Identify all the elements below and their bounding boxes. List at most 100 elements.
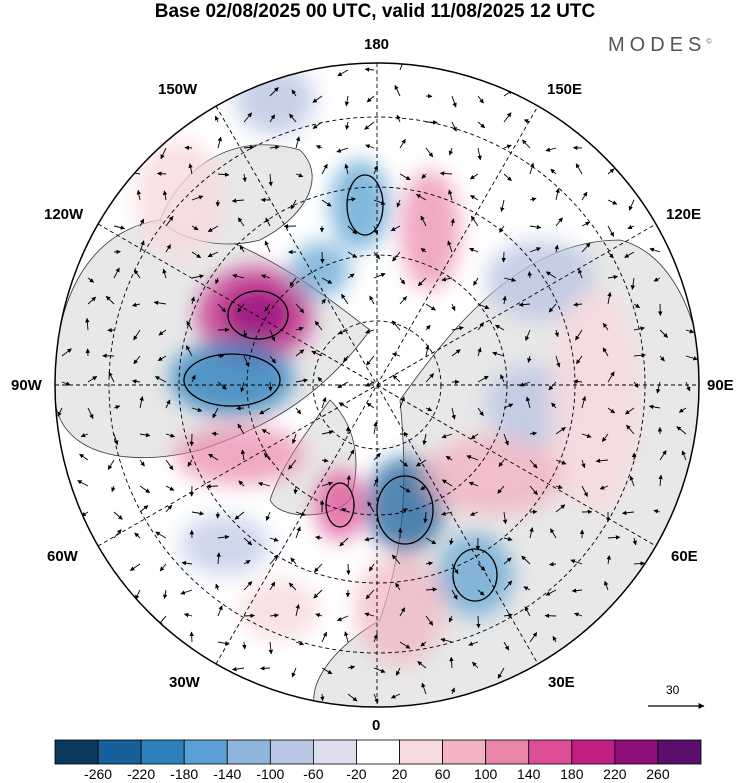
wind-arrow: [392, 374, 401, 383]
wind-arrow: [346, 475, 351, 487]
wind-arrow: [656, 381, 661, 394]
lon-label-60w: 60W: [47, 548, 78, 565]
wind-arrow: [529, 197, 537, 202]
contour-line: [376, 475, 434, 545]
wind-arrow: [678, 407, 687, 413]
wind-arrow: [347, 225, 358, 235]
wind-arrow: [607, 225, 615, 237]
wind-arrow: [159, 563, 167, 572]
anomaly-positive: [400, 170, 460, 290]
wind-arrow: [336, 147, 349, 153]
wind-arrow: [217, 353, 225, 359]
colorbar-swatch: [356, 739, 400, 765]
wind-arrow: [390, 693, 401, 699]
wind-arrow: [570, 559, 583, 565]
wind-arrow: [450, 218, 455, 227]
wind-arrow: [545, 147, 557, 152]
reference-vector-label: 30: [666, 683, 680, 697]
wind-arrow: [522, 139, 531, 149]
wind-arrow: [191, 225, 199, 231]
wind-arrow: [295, 326, 304, 332]
wind-arrow: [87, 296, 97, 305]
wind-arrow: [477, 303, 490, 310]
wind-arrow: [529, 431, 538, 436]
wind-arrow: [503, 536, 513, 542]
contour-lines: [183, 174, 498, 602]
wind-arrow: [396, 114, 401, 123]
wind-arrow: [628, 199, 635, 211]
wind-arrow: [472, 661, 479, 669]
wind-arrow: [366, 355, 375, 366]
colorbar-tick-label: -260: [84, 766, 113, 782]
colorbar-tick-label: -220: [127, 766, 156, 782]
wind-arrow: [624, 251, 635, 258]
contour-line: [183, 353, 281, 407]
wind-arrow: [162, 268, 167, 279]
wind-arrow: [529, 485, 538, 496]
anomaly-positive: [425, 435, 565, 515]
wind-arrow: [425, 373, 435, 383]
colorbar-swatch: [614, 739, 659, 765]
wind-arrow: [399, 296, 408, 305]
wind-arrow: [503, 144, 512, 149]
wind-arrow: [261, 274, 271, 279]
wind-arrow: [503, 433, 509, 446]
lon-label-120e: 120E: [666, 206, 702, 223]
wind-arrow: [290, 199, 297, 210]
wind-arrow: [373, 667, 386, 673]
wind-arrow: [500, 374, 505, 383]
wind-arrow: [165, 485, 175, 491]
wind-arrow: [451, 303, 456, 312]
wind-arrow: [529, 527, 534, 539]
wind-arrow: [473, 277, 479, 286]
wind-arrow: [87, 277, 95, 283]
wind-arrow: [502, 295, 507, 305]
wind-arrow: [191, 511, 205, 516]
wind-arrow: [365, 144, 375, 149]
wind-arrow: [134, 532, 141, 539]
wind-arrow: [133, 269, 141, 279]
wind-arrow: [237, 423, 245, 435]
wind-arrow: [659, 329, 669, 338]
wind-arrow: [476, 615, 481, 629]
wind-arrow: [503, 641, 510, 651]
colorbar-swatch: [54, 739, 99, 765]
wind-arrow: [61, 381, 71, 386]
wind-arrow: [503, 112, 512, 123]
wind-arrow: [153, 300, 167, 306]
wind-arrow: [217, 381, 227, 390]
wind-arrow: [269, 114, 276, 123]
wind-arrow: [425, 344, 430, 357]
wind-arrow: [503, 173, 512, 182]
wind-arrow: [207, 225, 219, 232]
wind-arrow: [448, 615, 453, 623]
wind-arrow: [188, 163, 193, 175]
wind-arrow: [191, 274, 204, 279]
wind-arrow: [338, 402, 349, 409]
wind-arrow: [260, 666, 271, 671]
wind-arrow: [649, 247, 661, 253]
wind-arrow: [315, 535, 323, 540]
lon-label-0: 0: [372, 717, 381, 734]
wind-arrow: [295, 641, 305, 646]
wind-arrow: [139, 396, 144, 409]
wind-arrow: [315, 145, 323, 150]
wind-arrow: [626, 424, 635, 435]
wind-arrow: [343, 355, 349, 363]
anomaly-negative: [485, 240, 595, 320]
wind-arrow: [549, 562, 557, 567]
wind-arrow: [364, 67, 375, 72]
wind-arrow: [399, 173, 411, 181]
wind-arrow: [390, 225, 401, 232]
lon-label-90e: 90E: [707, 377, 734, 394]
wind-arrow: [606, 555, 611, 565]
wind-arrow: [550, 528, 557, 539]
wind-arrow: [417, 277, 427, 287]
wind-arrow: [113, 529, 122, 539]
wind-arrow: [346, 563, 351, 576]
wind-arrow: [162, 190, 168, 201]
wind-arrow: [240, 381, 245, 393]
wind-arrow: [186, 345, 193, 357]
wind-arrow: [113, 267, 120, 279]
wind-arrow: [632, 537, 637, 546]
